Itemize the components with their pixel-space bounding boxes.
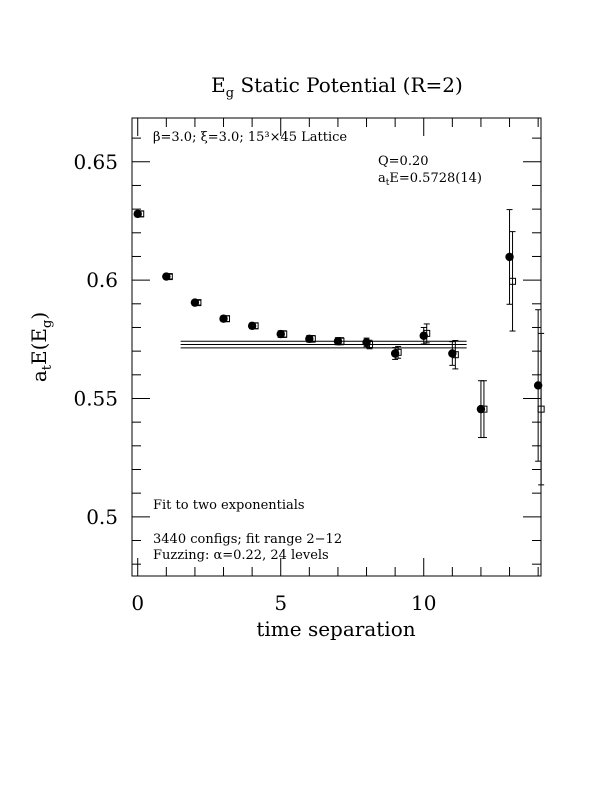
- x-tick-label: 10: [411, 591, 436, 615]
- annotation-fuzzing: Fuzzing: α=0.22, 24 levels: [153, 548, 329, 563]
- chart-title: Eg Static Potential (R=2): [211, 73, 463, 101]
- y-axis-label: atE(Eg): [27, 312, 55, 382]
- data-markers: [133, 209, 545, 414]
- annotation-q-value: Q=0.20: [378, 154, 429, 169]
- data-point-square: [451, 351, 459, 359]
- data-point-square: [423, 329, 431, 337]
- data-point-square: [137, 210, 145, 218]
- data-point-square: [394, 348, 402, 356]
- data-point-circle: [505, 252, 514, 262]
- x-tick-label: 0: [131, 591, 144, 615]
- fit-band: [180, 340, 467, 349]
- axis-ticks: [132, 118, 541, 576]
- data-point-square: [509, 277, 517, 285]
- data-point-square: [280, 330, 288, 338]
- x-tick-label: 5: [274, 591, 287, 615]
- axis-tick-labels: 0.5 0.55 0.6 0.65 0 5 10: [73, 150, 436, 615]
- data-point-square: [223, 315, 231, 323]
- data-point-square: [480, 405, 488, 413]
- data-point-square: [308, 335, 316, 343]
- data-point-circle: [533, 381, 543, 390]
- data-point-square: [366, 341, 374, 349]
- data-point-square: [194, 299, 202, 307]
- y-tick-label: 0.5: [86, 505, 118, 529]
- y-tick-label: 0.65: [73, 150, 118, 174]
- data-point-square: [337, 337, 345, 345]
- annotation-configs: 3440 configs; fit range 2−12: [153, 532, 342, 547]
- data-point-square: [537, 405, 545, 413]
- y-tick-label: 0.55: [73, 386, 118, 410]
- annotation-energy: atE=0.5728(14): [378, 171, 482, 188]
- annotation-fit-label: Fit to two exponentials: [153, 498, 305, 513]
- error-bars: [134, 209, 545, 486]
- y-tick-label: 0.6: [86, 268, 118, 292]
- data-point-square: [165, 273, 173, 281]
- data-point-square: [251, 322, 259, 330]
- annotation-lattice: β=3.0; ξ=3.0; 15³×45 Lattice: [153, 130, 347, 145]
- x-axis-label: time separation: [256, 617, 415, 641]
